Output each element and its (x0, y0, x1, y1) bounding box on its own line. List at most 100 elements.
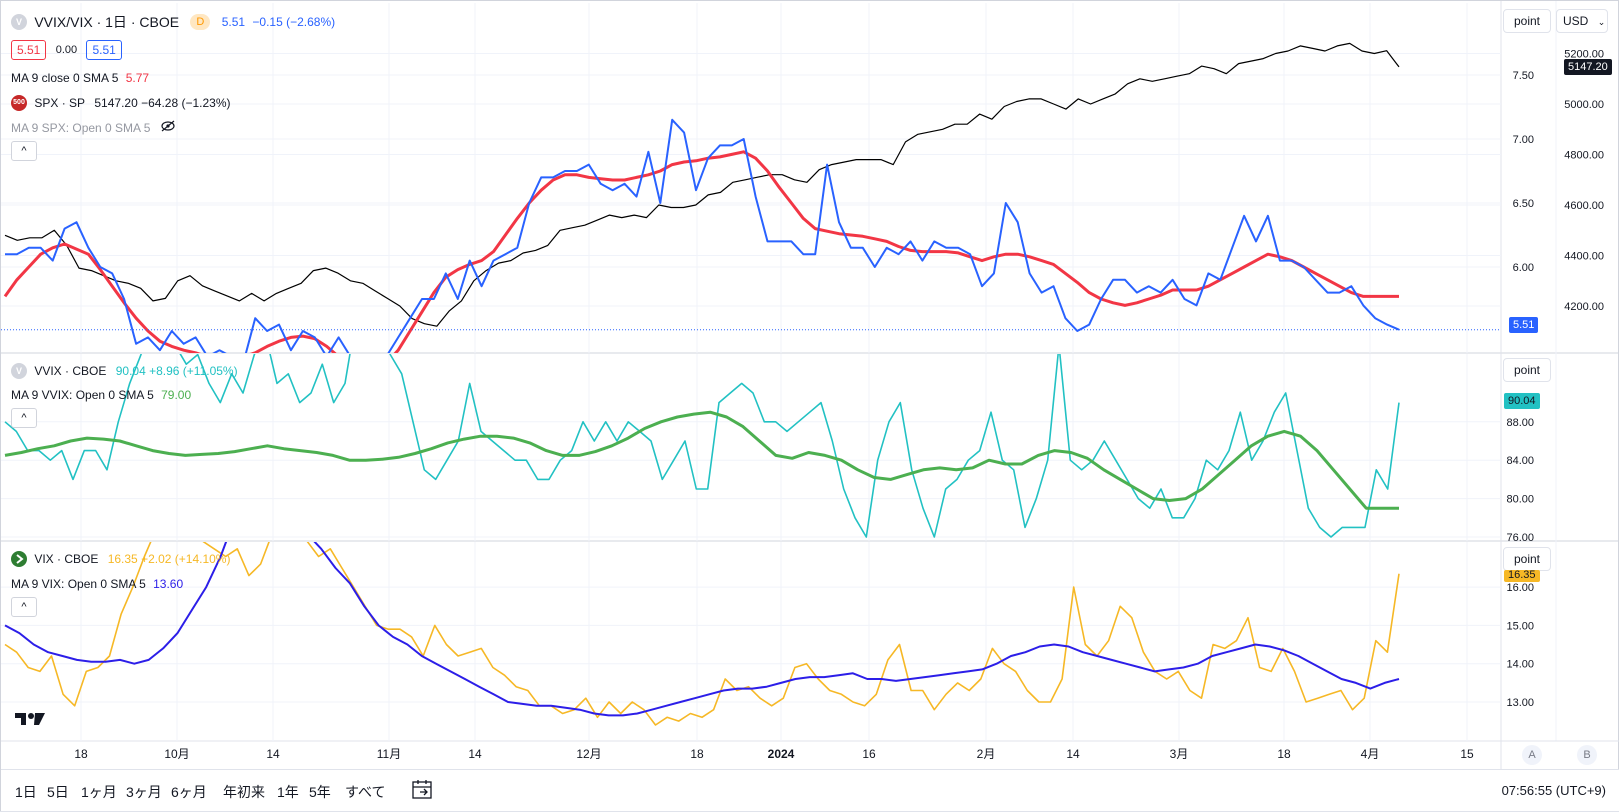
vvix-ma-line (4, 410, 1399, 510)
buy-box[interactable]: 5.51 (86, 40, 122, 60)
range-button-0[interactable]: 1日 (15, 784, 37, 800)
y-tick-label: 6.00 (1513, 262, 1534, 274)
bottom-toolbar: 1日 5日 1ヶ月 3ヶ月 6ヶ月 年初来 1年 5年 すべて 07:56:55 (UTC+9) (1, 769, 1619, 811)
spx-values: 5147.20 −64.28 (−1.23%) (94, 95, 231, 110)
spx-legend[interactable]: 500 SPX · SP 5147.20 −64.28 (−1.23%) (11, 94, 230, 111)
range-button-2[interactable]: 1ヶ月 (81, 784, 117, 800)
y-tick-label: 4600.00 (1564, 200, 1604, 212)
vvix-last-price-tag: 90.04 (1504, 393, 1540, 409)
vvix-symbol-icon: V (11, 362, 27, 379)
x-tick-label: 14 (468, 747, 482, 761)
y-tick-label: 15.00 (1506, 620, 1534, 632)
sell-box[interactable]: 5.51 (11, 40, 47, 60)
y-tick-label: 5200.00 (1564, 49, 1604, 61)
vix-symbol-icon (11, 550, 27, 567)
point-button-pane1[interactable]: point (1503, 9, 1551, 33)
ma-vix-legend[interactable]: MA 9 VIX: Open 0 SMA 5 13.60 (11, 575, 183, 592)
x-tick-label: 15 (1460, 747, 1474, 761)
ma-vvix-legend[interactable]: MA 9 VVIX: Open 0 SMA 5 79.00 (11, 386, 191, 403)
main-symbol-legend: V VVIX/VIX · 1日 · CBOE D 5.51 −0.15 (−2.… (11, 13, 335, 30)
x-tick-label: 16 (862, 747, 876, 761)
point-button-pane2[interactable]: point (1503, 358, 1551, 382)
spx-last-price-tag: 5147.20 (1564, 59, 1612, 75)
y-tick-label: 6.50 (1513, 198, 1534, 210)
range-button-8[interactable]: すべて (345, 784, 386, 800)
ma-close-value: 5.77 (125, 70, 150, 85)
currency-selector[interactable]: USD ⌄ (1556, 9, 1608, 33)
y-tick-label: 4200.00 (1564, 301, 1604, 313)
y-tick-label: 7.00 (1513, 134, 1534, 146)
y-tick-label: 80.00 (1506, 494, 1534, 506)
ratio-last-price-tag: 5.51 (1509, 317, 1539, 333)
x-tick-label: 12月 (576, 747, 601, 761)
collapse-pane2-button[interactable]: ^ (11, 408, 37, 428)
ma-spx-legend[interactable]: MA 9 SPX: Open 0 SMA 5 (11, 119, 176, 136)
ma-spx-label: MA 9 SPX: Open 0 SMA 5 (11, 120, 151, 135)
x-tick-label: 18 (690, 747, 704, 761)
range-button-3[interactable]: 3ヶ月 (126, 784, 162, 800)
vix-line (4, 542, 1400, 726)
x-tick-label: 11月 (377, 747, 401, 761)
symbol-icon: V (11, 13, 27, 30)
ma-close-label: MA 9 close 0 SMA 5 (11, 70, 119, 85)
spx-label: SPX · SP (34, 95, 86, 110)
chevron-down-icon: ⌄ (1597, 17, 1606, 27)
ratio-ma-line (3, 150, 1399, 353)
y-tick-label: 7.50 (1513, 70, 1534, 82)
vix-values: 16.35 +2.02 (+14.10%) (107, 551, 231, 566)
y-tick-label: 4800.00 (1564, 150, 1604, 162)
y-tick-label: 13.00 (1506, 697, 1534, 709)
x-tick-label: 2024 (768, 747, 795, 761)
log-scale-button[interactable]: B (1577, 745, 1597, 765)
y-tick-label: 84.00 (1506, 455, 1534, 467)
ma-close-legend[interactable]: MA 9 close 0 SMA 5 5.77 (11, 69, 149, 86)
auto-scale-button[interactable]: A (1522, 745, 1542, 765)
bid-ask-boxes: 5.51 0.00 5.51 (11, 40, 122, 60)
eye-hidden-icon[interactable] (160, 120, 176, 135)
main-symbol-title[interactable]: VVIX/VIX · 1日 · CBOE (34, 13, 180, 30)
vix-legend[interactable]: VIX · CBOE 16.35 +2.02 (+14.10%) (11, 550, 230, 567)
vix-last-price-tag: 16.35 (1504, 570, 1540, 582)
vix-ma-line (4, 542, 1400, 717)
collapse-pane1-button[interactable]: ^ (11, 141, 37, 161)
vvix-line (4, 354, 1400, 538)
clock[interactable]: 07:56:55 (UTC+9) (1501, 783, 1606, 798)
ma-vix-label: MA 9 VIX: Open 0 SMA 5 (11, 576, 146, 591)
x-tick-label: 4月 (1361, 747, 1380, 761)
date-range-calendar-icon[interactable] (411, 778, 433, 807)
range-button-6[interactable]: 1年 (277, 784, 299, 800)
spx-icon: 500 (11, 94, 27, 111)
ma-vix-value: 13.60 (153, 576, 184, 591)
ratio-last-value: 5.51 (221, 14, 246, 29)
interval-badge[interactable]: D (190, 13, 211, 30)
x-tick-label: 18 (1277, 747, 1291, 761)
range-button-7[interactable]: 5年 (309, 784, 331, 800)
point-button-pane3[interactable]: point (1503, 547, 1551, 571)
y-tick-label: 16.00 (1506, 582, 1534, 594)
y-tick-label: 5000.00 (1564, 99, 1604, 111)
y-tick-label: 76.00 (1506, 532, 1534, 544)
spread-value: 0.00 (55, 44, 78, 56)
spx-line (4, 42, 1400, 327)
ratio-change-value: −0.15 (−2.68%) (252, 14, 336, 29)
ratio-line (5, 118, 1400, 353)
currency-label: USD (1563, 14, 1589, 28)
x-tick-label: 10月 (164, 747, 189, 761)
tradingview-logo[interactable] (15, 711, 47, 732)
y-tick-label: 4400.00 (1564, 251, 1604, 263)
range-button-1[interactable]: 5日 (47, 784, 69, 800)
ma-vvix-value: 79.00 (161, 387, 192, 402)
range-button-4[interactable]: 6ヶ月 (171, 784, 207, 800)
x-tick-label: 2月 (977, 747, 996, 761)
x-tick-label: 3月 (1170, 747, 1189, 761)
x-tick-label: 14 (1066, 747, 1080, 761)
vvix-legend[interactable]: V VVIX · CBOE 90.04 +8.96 (+11.05%) (11, 362, 238, 379)
range-button-5[interactable]: 年初来 (223, 784, 265, 800)
collapse-pane3-button[interactable]: ^ (11, 597, 37, 617)
ma-vvix-label: MA 9 VVIX: Open 0 SMA 5 (11, 387, 154, 402)
x-tick-label: 14 (266, 747, 280, 761)
vvix-values: 90.04 +8.96 (+11.05%) (115, 363, 238, 378)
y-tick-label: 14.00 (1506, 659, 1534, 671)
